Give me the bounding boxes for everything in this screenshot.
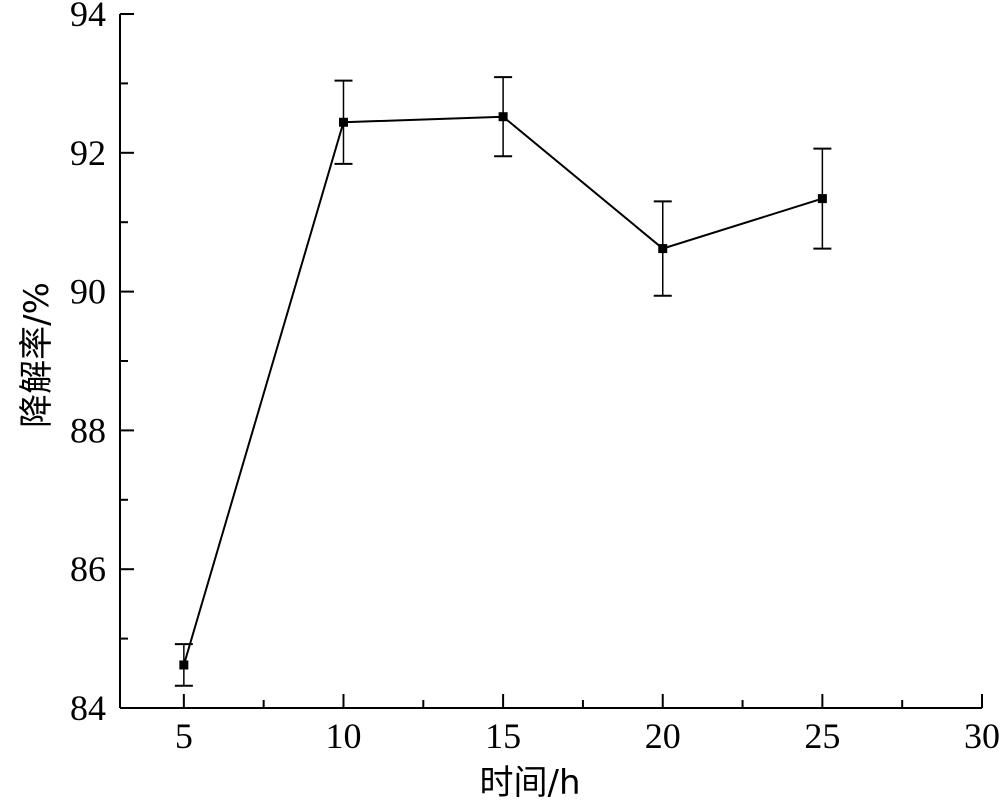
data-point (498, 112, 508, 122)
series-lines (182, 115, 823, 666)
y-tick-label: 90 (70, 272, 106, 312)
series-line (182, 115, 823, 666)
tick-marks (120, 13, 983, 709)
data-point (179, 660, 189, 670)
y-tick-label: 86 (70, 549, 106, 589)
x-tick-label: 10 (325, 716, 361, 756)
y-tick-labels: 84 86 88 90 92 94 (70, 0, 106, 728)
x-axis-label: 时间/h (479, 763, 580, 803)
x-tick-label: 25 (804, 716, 840, 756)
x-tick-labels: 5 10 15 20 25 30 (175, 716, 1000, 756)
x-tick-label: 15 (485, 716, 521, 756)
data-point (658, 244, 668, 254)
axes (119, 14, 982, 709)
data-markers (179, 112, 827, 670)
data-point (338, 117, 348, 127)
y-tick-label: 88 (70, 410, 106, 450)
y-tick-label: 84 (70, 688, 106, 728)
error-bars (174, 76, 832, 687)
y-tick-label: 92 (70, 133, 106, 173)
x-tick-label: 5 (175, 716, 193, 756)
x-tick-label: 20 (645, 716, 681, 756)
y-axis-label: 降解率/% (17, 282, 57, 428)
data-point (817, 194, 827, 204)
x-tick-label: 30 (964, 716, 1000, 756)
y-tick-label: 94 (70, 0, 106, 34)
